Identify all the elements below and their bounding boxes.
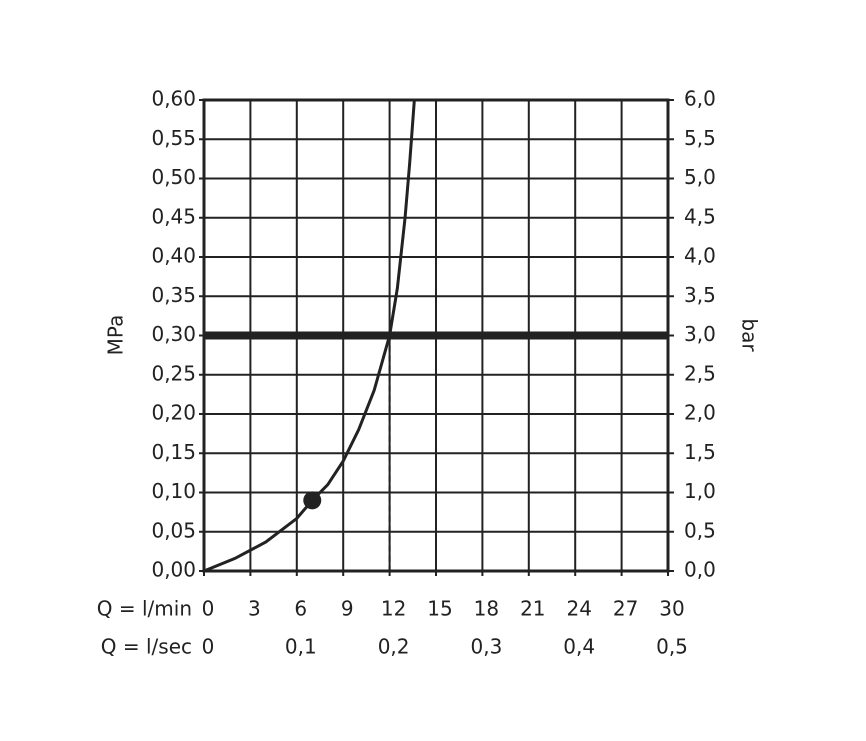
x2-tick-label: 0,4 [563, 635, 595, 659]
y-tick-label: 0,50 [151, 165, 196, 189]
y2-tick-label: 1,0 [684, 479, 716, 503]
y2-tick-label: 1,5 [684, 440, 716, 464]
x2-tick-label: 0,5 [656, 635, 688, 659]
y2-tick-label: 2,0 [684, 401, 716, 425]
x-tick-label: 15 [427, 597, 452, 621]
x-axis-label: Q = l/min [97, 597, 192, 621]
x-tick-label: 0 [202, 597, 215, 621]
y-tick-label: 0,55 [151, 126, 196, 150]
x2-axis-label: Q = l/sec [101, 635, 192, 659]
y-tick-label: 0,00 [151, 558, 196, 582]
y-tick-label: 0,45 [151, 204, 196, 228]
y2-tick-label: 5,5 [684, 126, 716, 150]
y-tick-label: 0,30 [151, 322, 196, 346]
y2-tick-label: 5,0 [684, 165, 716, 189]
x-tick-label: 9 [341, 597, 354, 621]
y2-tick-label: 4,0 [684, 244, 716, 268]
x2-tick-label: 0 [202, 635, 215, 659]
x-tick-label: 27 [613, 597, 638, 621]
y-tick-label: 0,10 [151, 479, 196, 503]
x-tick-label: 18 [474, 597, 499, 621]
y2-axis-label: bar [738, 318, 762, 352]
y-tick-label: 0,25 [151, 361, 196, 385]
y2-tick-label: 4,5 [684, 204, 716, 228]
y-tick-label: 0,20 [151, 401, 196, 425]
x-tick-label: 3 [248, 597, 261, 621]
y-tick-label: 0,60 [151, 87, 196, 111]
y2-tick-label: 0,5 [684, 518, 716, 542]
y2-tick-label: 3,0 [684, 322, 716, 346]
x2-tick-label: 0,1 [285, 635, 317, 659]
y-tick-label: 0,40 [151, 244, 196, 268]
y-axis-label: MPa [104, 315, 128, 356]
x2-tick-label: 0,2 [378, 635, 410, 659]
x-tick-label: 6 [294, 597, 307, 621]
y-tick-label: 0,05 [151, 518, 196, 542]
y-tick-label: 0,15 [151, 440, 196, 464]
y2-tick-label: 6,0 [684, 87, 716, 111]
y2-tick-label: 0,0 [684, 558, 716, 582]
x2-tick-label: 0,3 [470, 635, 502, 659]
curve [203, 99, 416, 573]
x-tick-label: 24 [566, 597, 591, 621]
y2-tick-label: 3,5 [684, 283, 716, 307]
x-tick-label: 21 [520, 597, 545, 621]
x-tick-label: 30 [659, 597, 684, 621]
x-tick-label: 12 [381, 597, 406, 621]
marker-point [303, 491, 322, 510]
y-tick-label: 0,35 [151, 283, 196, 307]
y2-tick-label: 2,5 [684, 361, 716, 385]
